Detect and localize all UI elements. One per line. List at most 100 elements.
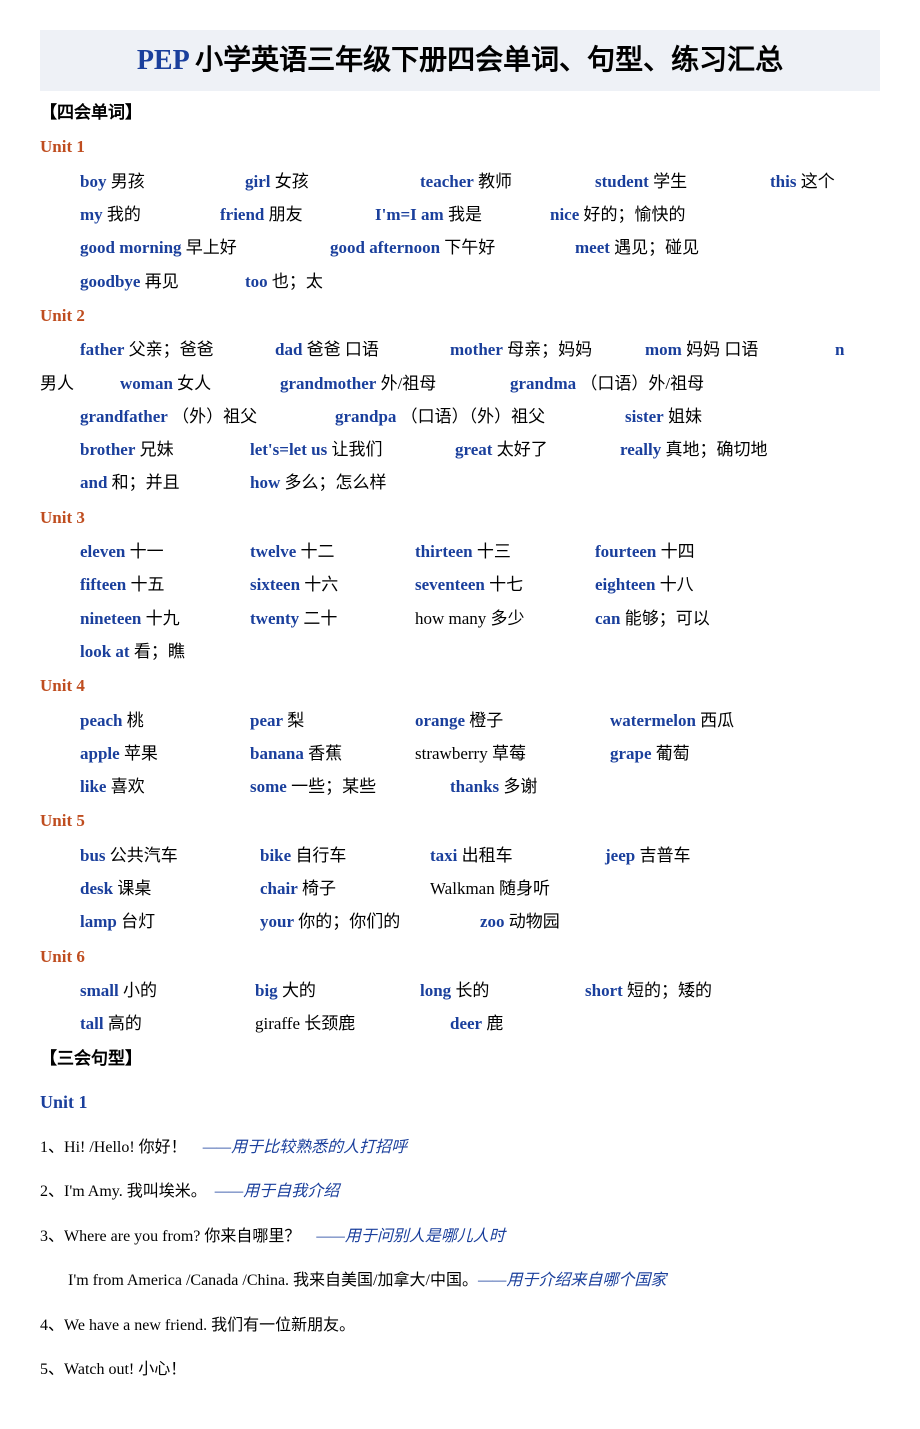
word-en-plain: giraffe <box>255 1014 300 1033</box>
vocab-line: eleven 十一twelve 十二thirteen 十三fourteen 十四 <box>40 536 880 568</box>
vocab-entry: grape 葡萄 <box>610 738 770 770</box>
vocab-entry: twenty 二十 <box>250 603 415 635</box>
word-en: meet <box>575 238 610 257</box>
word-en: mom <box>645 340 682 359</box>
word-cn: 十六 <box>304 575 338 594</box>
word-en: friend <box>220 205 264 224</box>
vocab-entry: jeep 吉普车 <box>605 840 765 872</box>
word-en: n <box>835 340 844 359</box>
vocab-entry: twelve 十二 <box>250 536 415 568</box>
word-en: teacher <box>420 172 474 191</box>
word-cn: 太好了 <box>497 440 548 459</box>
sentence-cn: 我来自美国/加拿大/中国。 <box>293 1272 478 1289</box>
word-cn: 椅子 <box>302 879 336 898</box>
vocab-line: peach 桃pear 梨orange 橙子watermelon 西瓜 <box>40 705 880 737</box>
vocab-line: like 喜欢some 一些；某些thanks 多谢 <box>40 771 880 803</box>
sentence-line: 5、Watch out! 小心！ <box>40 1355 880 1385</box>
word-cn: 教师 <box>478 172 512 191</box>
word-cn: 台灯 <box>121 912 155 931</box>
vocab-entry: taxi 出租车 <box>430 840 605 872</box>
word-cn: 爸爸 口语 <box>307 340 379 359</box>
vocab-line: fifteen 十五sixteen 十六seventeen 十七eighteen… <box>40 569 880 601</box>
word-en: student <box>595 172 649 191</box>
word-cn: 一些；某些 <box>291 777 376 796</box>
word-en: taxi <box>430 846 457 865</box>
vocab-line: brother 兄妹let's=let us 让我们great 太好了reall… <box>40 434 880 466</box>
vocab-line: boy 男孩girl 女孩teacher 教师student 学生this 这个 <box>40 166 880 198</box>
word-en: grandfather <box>80 407 168 426</box>
word-en: like <box>80 777 106 796</box>
word-en: grape <box>610 744 652 763</box>
word-en-plain: strawberry <box>415 744 488 763</box>
word-cn: 也；太 <box>272 272 323 291</box>
vocab-entry: sixteen 十六 <box>250 569 415 601</box>
word-cn: 兄妹 <box>140 440 174 459</box>
vocab-line: small 小的big 大的long 长的short 短的；矮的 <box>40 975 880 1007</box>
word-cn: 真地；确切地 <box>665 440 767 459</box>
word-en: great <box>455 440 492 459</box>
word-en: father <box>80 340 124 359</box>
word-en: eleven <box>80 542 125 561</box>
word-cn: 十二 <box>301 542 335 561</box>
vocab-entry: student 学生 <box>595 166 770 198</box>
word-cn: 我是 <box>448 205 482 224</box>
word-en-plain: how many <box>415 609 486 628</box>
sentence-en: I'm from America /Canada /China. <box>68 1272 293 1289</box>
sentence-num: 2、 <box>40 1183 64 1200</box>
unit-header: Unit 6 <box>40 941 880 973</box>
vocab-line: father 父亲；爸爸dad 爸爸 口语mother 母亲；妈妈mom 妈妈 … <box>40 334 880 366</box>
sentence-line: 4、We have a new friend. 我们有一位新朋友。 <box>40 1311 880 1341</box>
word-en: let's=let us <box>250 440 327 459</box>
vocab-line: good morning 早上好good afternoon 下午好meet 遇… <box>40 232 880 264</box>
word-en: brother <box>80 440 135 459</box>
word-cn: 梨 <box>287 711 304 730</box>
word-en: seventeen <box>415 575 485 594</box>
word-cn: 这个 <box>801 172 835 191</box>
word-cn: 西瓜 <box>700 711 734 730</box>
vocab-entry: dad 爸爸 口语 <box>275 334 450 366</box>
word-en: boy <box>80 172 106 191</box>
sentence-en: We have a new friend. <box>64 1317 211 1334</box>
sentence-num: 4、 <box>40 1317 64 1334</box>
vocab-entry: friend 朋友 <box>220 199 375 231</box>
vocab-entry: fourteen 十四 <box>595 536 755 568</box>
word-cn: 十三 <box>477 542 511 561</box>
sentences-container: 1、Hi! /Hello! 你好！ ——用于比较熟悉的人打招呼2、I'm Amy… <box>40 1133 880 1385</box>
word-cn: 十九 <box>146 609 180 628</box>
vocab-entry: sister 姐妹 <box>625 401 775 433</box>
vocab-entry: small 小的 <box>80 975 255 1007</box>
vocab-entry: your 你的；你们的 <box>260 906 480 938</box>
word-cn: 多么；怎么样 <box>284 473 386 492</box>
word-cn: 妈妈 口语 <box>686 340 758 359</box>
units-container: Unit 1boy 男孩girl 女孩teacher 教师student 学生t… <box>40 131 880 1040</box>
word-cn: 姐妹 <box>668 407 702 426</box>
vocab-entry: pear 梨 <box>250 705 415 737</box>
vocab-line: lamp 台灯your 你的；你们的zoo 动物园 <box>40 906 880 938</box>
word-cn: 再见 <box>145 272 179 291</box>
word-cn: 喜欢 <box>111 777 145 796</box>
vocab-line: and 和；并且how 多么；怎么样 <box>40 467 880 499</box>
vocab-entry: boy 男孩 <box>80 166 245 198</box>
vocab-entry: seventeen 十七 <box>415 569 595 601</box>
word-en: jeep <box>605 846 635 865</box>
vocab-line: look at 看；瞧 <box>40 636 880 668</box>
sentence-num: 3、 <box>40 1228 64 1245</box>
word-en: thanks <box>450 777 499 796</box>
sentence-line: 3、Where are you from? 你来自哪里？ ——用于问别人是哪儿人… <box>40 1222 880 1252</box>
word-cn: 吉普车 <box>639 846 690 865</box>
word-cn: （口语）（外）祖父 <box>401 407 546 426</box>
vocab-entry: tall 高的 <box>80 1008 255 1040</box>
word-cn: 十七 <box>489 575 523 594</box>
word-en: deer <box>450 1014 482 1033</box>
word-en: eighteen <box>595 575 655 594</box>
vocab-entry: goodbye 再见 <box>80 266 245 298</box>
vocab-entry: lamp 台灯 <box>80 906 260 938</box>
sentence-en: Watch out! <box>64 1361 138 1378</box>
word-cn: （外）祖父 <box>172 407 257 426</box>
vocab-entry: teacher 教师 <box>420 166 595 198</box>
word-cn: 十四 <box>661 542 695 561</box>
word-en: goodbye <box>80 272 140 291</box>
vocab-entry: nice 好的；愉快的 <box>550 199 750 231</box>
vocab-entry: grandfather （外）祖父 <box>80 401 335 433</box>
word-cn: 朋友 <box>269 205 303 224</box>
